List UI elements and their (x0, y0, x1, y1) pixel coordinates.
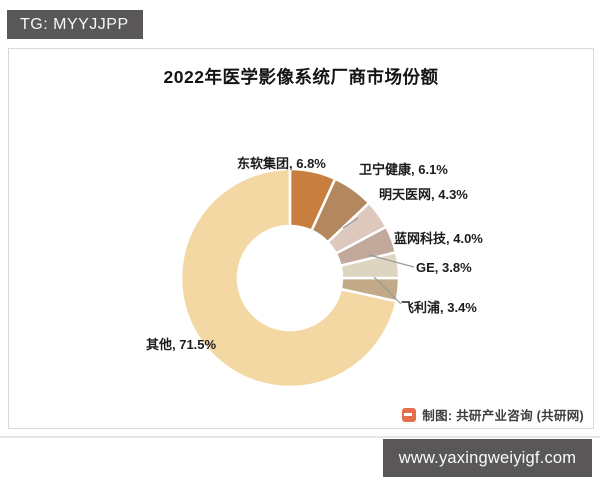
pie-slice-6 (179, 167, 398, 389)
tg-badge-text: TG: MYYJJPP (20, 15, 129, 33)
slice-label-3: 蓝网科技, 4.0% (394, 231, 483, 246)
leader-line-1 (368, 254, 415, 268)
tg-badge: TG: MYYJJPP (7, 10, 143, 39)
page-divider (0, 436, 600, 438)
slice-label-1: 卫宁健康, 6.1% (359, 162, 448, 177)
slice-label-5: 飞利浦, 3.4% (401, 300, 477, 315)
slice-label-0: 东软集团, 6.8% (237, 156, 326, 171)
url-watermark-bar: www.yaxingweiyigf.com (383, 439, 592, 477)
slice-label-6: 其他, 71.5% (146, 337, 217, 352)
chart-card: 东软集团, 6.8% 卫宁健康, 6.1% 明天医网, 4.3% 蓝网科技, 4.0%… (8, 48, 594, 429)
leader-line-0 (342, 217, 359, 229)
gongyan-logo-icon (402, 407, 417, 422)
chart-area: 东软集团, 6.8% 卫宁健康, 6.1% 明天医网, 4.3% 蓝网科技, 4.0%… (9, 49, 593, 428)
attribution: 制图: 共研产业咨询 (共研网) (402, 405, 584, 424)
url-watermark-text: www.yaxingweiyigf.com (398, 448, 577, 467)
leader-line-2 (373, 276, 402, 305)
donut-chart (179, 167, 415, 389)
slice-label-2: 明天医网, 4.3% (379, 187, 468, 202)
chart-title: 2022年医学影像系统厂商市场份额 (163, 67, 439, 87)
attribution-text: 制图: 共研产业咨询 (共研网) (422, 409, 584, 423)
slice-label-4: GE, 3.8% (416, 260, 472, 275)
